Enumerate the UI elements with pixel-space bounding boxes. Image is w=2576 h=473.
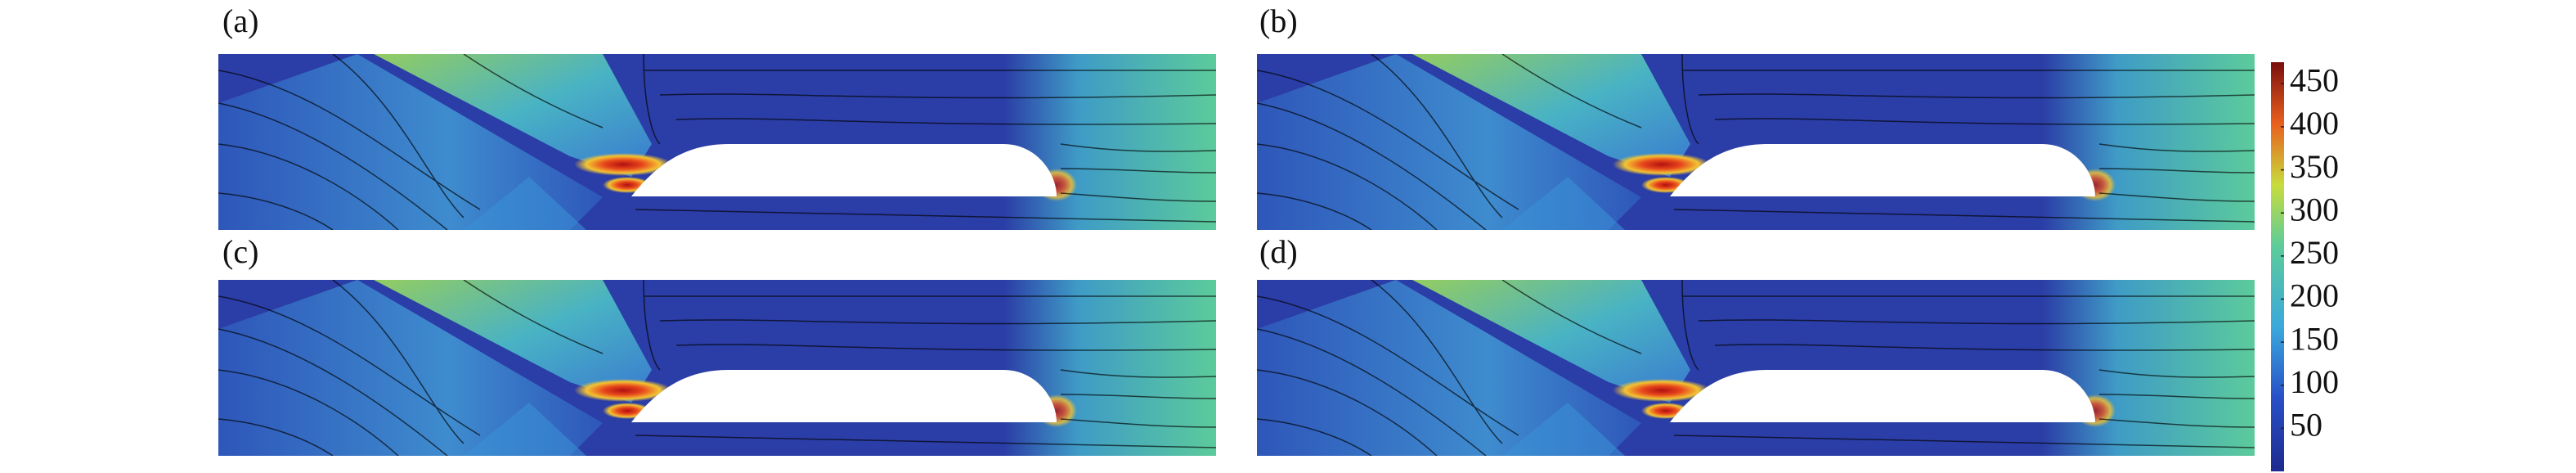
panel-label: (b) <box>1259 2 1298 39</box>
colorbar-tick-label: 150 <box>2290 320 2339 357</box>
colorbar-tick-label: 300 <box>2290 191 2339 227</box>
flow-field <box>218 280 1216 456</box>
flow-field <box>1257 54 2255 230</box>
panel-label: (a) <box>222 2 258 39</box>
panel-label: (c) <box>222 233 258 270</box>
panel-label: (d) <box>1259 233 1298 270</box>
colorbar-tick-label: 400 <box>2290 105 2339 142</box>
colorbar-tick-label: 100 <box>2290 363 2339 400</box>
colorbar-tick-label: 250 <box>2290 234 2339 271</box>
flow-field <box>1257 280 2255 456</box>
colorbar-tick-label: 350 <box>2290 148 2339 185</box>
colorbar <box>2271 62 2284 471</box>
colorbar-tick-label: 50 <box>2290 407 2322 444</box>
colorbar-tick-label: 200 <box>2290 277 2339 314</box>
flow-field <box>218 54 1216 230</box>
colorbar-tick-label: 450 <box>2290 61 2339 98</box>
